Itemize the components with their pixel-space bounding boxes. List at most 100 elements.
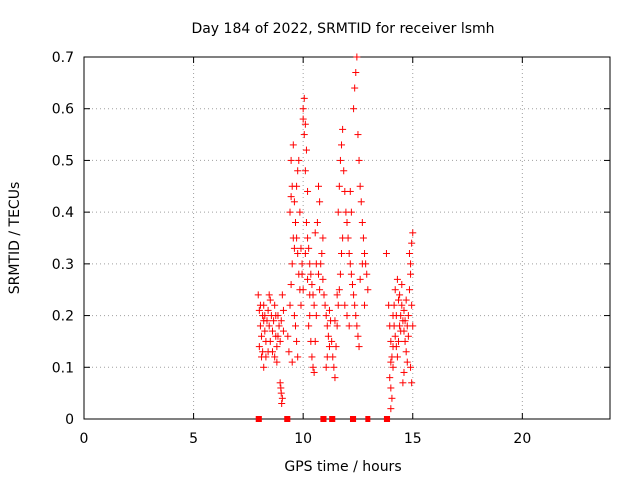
data-point [400, 368, 408, 376]
data-point [353, 53, 361, 61]
data-point [289, 141, 297, 149]
data-point [264, 306, 272, 314]
y-tick-label: 0.7 [52, 50, 74, 66]
data-point [389, 343, 397, 351]
data-point [319, 234, 327, 242]
data-point [256, 301, 264, 309]
data-point [382, 250, 390, 258]
y-tick-label: 0.3 [52, 257, 74, 273]
data-point [287, 193, 295, 201]
data-point [387, 358, 395, 366]
data-point [290, 312, 298, 320]
data-point-zero [385, 416, 391, 422]
data-point [268, 327, 276, 335]
data-point [359, 234, 367, 242]
data-point [328, 337, 336, 345]
data-point [318, 250, 326, 258]
data-point-zero [285, 416, 291, 422]
data-point [405, 250, 413, 258]
data-point [278, 399, 286, 407]
data-point [393, 353, 401, 361]
data-point [402, 348, 410, 356]
data-point [301, 250, 309, 258]
data-point [408, 379, 416, 387]
data-point [331, 374, 339, 382]
data-point [408, 239, 416, 247]
data-point [306, 260, 314, 268]
data-point [309, 363, 317, 371]
data-point [320, 291, 328, 299]
data-point [319, 275, 327, 283]
data-point [397, 327, 405, 335]
data-point [404, 312, 412, 320]
data-point [306, 312, 314, 320]
data-point [261, 312, 269, 320]
data-point [312, 312, 320, 320]
data-point [398, 301, 406, 309]
data-point [399, 379, 407, 387]
data-point [322, 312, 330, 320]
data-point [398, 281, 406, 289]
data-point [353, 322, 361, 330]
data-point [401, 317, 409, 325]
data-point [290, 198, 298, 206]
data-point [261, 327, 269, 335]
data-point [403, 358, 411, 366]
data-point [295, 156, 303, 164]
data-point [258, 332, 266, 340]
data-point [259, 348, 267, 356]
data-point [255, 306, 263, 314]
data-point [316, 198, 324, 206]
data-point [354, 332, 362, 340]
data-point [302, 146, 310, 154]
data-point [330, 363, 338, 371]
y-tick-label: 0.5 [52, 153, 74, 169]
data-point [300, 94, 308, 102]
data-point [271, 353, 279, 361]
data-point [306, 291, 314, 299]
data-point [391, 286, 399, 294]
data-point [311, 229, 319, 237]
data-point [357, 198, 365, 206]
data-point [358, 218, 366, 226]
x-tick-label: 0 [80, 431, 89, 447]
data-point [294, 353, 302, 361]
data-point [315, 182, 323, 190]
data-point [272, 312, 280, 320]
data-point [276, 379, 284, 387]
data-point [409, 229, 417, 237]
tick-layer: 0 0.1 0.2 0.3 0.4 0.5 0.6 0.7 0 5 10 15 20 [52, 50, 610, 447]
data-point [329, 353, 337, 361]
data-point-zero [321, 416, 327, 422]
data-point [387, 384, 395, 392]
data-point [321, 301, 329, 309]
data-point [311, 337, 319, 345]
y-axis-label: SRMTID / TECUs [7, 182, 23, 295]
data-point [331, 317, 339, 325]
data-point [265, 322, 273, 330]
data-point [343, 218, 351, 226]
data-point [333, 291, 341, 299]
data-point [325, 343, 333, 351]
data-point [352, 312, 360, 320]
data-point [300, 131, 308, 139]
data-point [343, 312, 351, 320]
data-point [408, 301, 416, 309]
x-tick-label: 15 [404, 431, 422, 447]
data-point [338, 250, 346, 258]
data-point [290, 244, 298, 252]
data-point [284, 332, 292, 340]
data-point [405, 286, 413, 294]
data-point [354, 131, 362, 139]
plot-area-frame [83, 56, 611, 420]
data-point [356, 182, 364, 190]
data-point [256, 322, 264, 330]
data-point [350, 291, 358, 299]
data-point [407, 363, 415, 371]
data-point [332, 343, 340, 351]
x-tick-label: 10 [294, 431, 312, 447]
data-point [407, 270, 415, 278]
data-point [333, 322, 341, 330]
data-point [255, 343, 263, 351]
